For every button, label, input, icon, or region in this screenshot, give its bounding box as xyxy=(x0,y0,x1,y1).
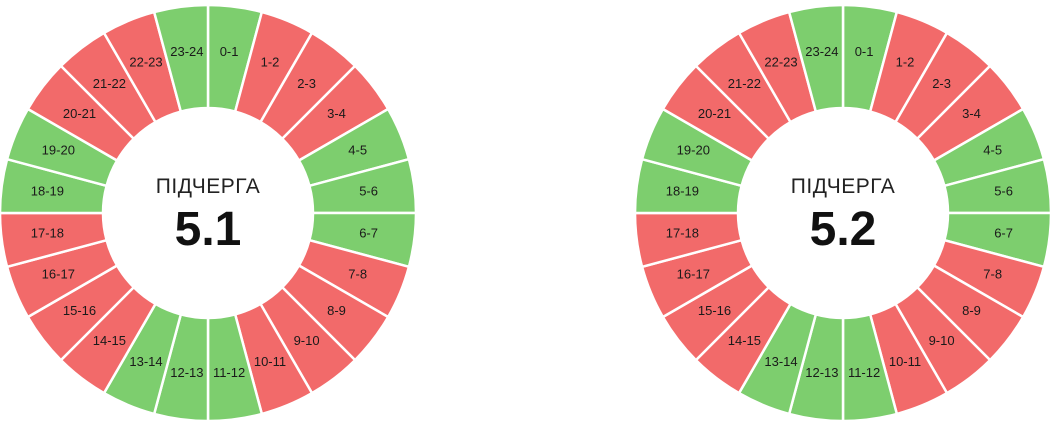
hour-label: 12-13 xyxy=(805,365,838,380)
hour-label: 19-20 xyxy=(42,142,75,157)
hour-label: 14-15 xyxy=(93,333,126,348)
wheel-number: 5.1 xyxy=(175,203,242,256)
hour-label: 16-17 xyxy=(677,266,710,281)
hour-label: 19-20 xyxy=(677,142,710,157)
hour-label: 11-12 xyxy=(848,365,880,380)
hour-label: 22-23 xyxy=(764,55,797,70)
hour-segment-23-24 xyxy=(152,3,210,114)
wheel-svg: 0-1 1-2 2-3 3-4 4-5 5-6 6-7 7-8 8-9 9-10 10-11 11-1… xyxy=(0,3,418,423)
hour-label: 16-17 xyxy=(42,266,75,281)
hour-label: 4-5 xyxy=(348,142,367,157)
hour-label: 13-14 xyxy=(764,354,797,369)
hour-label: 10-11 xyxy=(889,354,921,369)
hour-label: 20-21 xyxy=(698,106,731,121)
hour-label: 18-19 xyxy=(31,183,64,198)
hour-label: 17-18 xyxy=(666,226,699,241)
hour-label: 1-2 xyxy=(896,55,915,70)
queue-wheel-5-2: 0-1 1-2 2-3 3-4 4-5 5-6 6-7 7-8 8-9 9-10 10-11 11-1… xyxy=(635,0,1050,426)
hour-label: 9-10 xyxy=(294,333,320,348)
hour-label: 6-7 xyxy=(994,226,1013,241)
hour-label: 0-1 xyxy=(220,44,239,59)
hour-label: 1-2 xyxy=(261,55,280,70)
hour-label: 7-8 xyxy=(983,266,1002,281)
hour-label: 8-9 xyxy=(962,303,981,318)
hour-label: 18-19 xyxy=(666,183,699,198)
hour-label: 23-24 xyxy=(805,44,838,59)
hour-segments: 0-1 1-2 2-3 3-4 4-5 5-6 6-7 7-8 8-9 9-10 10-11 11-1… xyxy=(635,3,1050,423)
queue-wheel-5-1: 0-1 1-2 2-3 3-4 4-5 5-6 6-7 7-8 8-9 9-10 10-11 11-1… xyxy=(0,0,426,426)
wheel-caption: ПІДЧЕРГА xyxy=(791,175,895,198)
hour-label: 14-15 xyxy=(728,333,761,348)
hour-label: 21-22 xyxy=(93,76,126,91)
hour-label: 3-4 xyxy=(327,106,346,121)
hour-label: 3-4 xyxy=(962,106,981,121)
wheel-caption: ПІДЧЕРГА xyxy=(156,175,260,198)
hour-label: 20-21 xyxy=(63,106,96,121)
hour-label: 0-1 xyxy=(855,44,874,59)
hour-label: 5-6 xyxy=(359,183,378,198)
hour-label: 2-3 xyxy=(297,76,316,91)
hour-segment-23-24 xyxy=(787,3,845,114)
wheel-svg: 0-1 1-2 2-3 3-4 4-5 5-6 6-7 7-8 8-9 9-10 10-11 11-1… xyxy=(635,3,1050,423)
wheel-number: 5.2 xyxy=(810,203,877,256)
hour-label: 15-16 xyxy=(63,303,96,318)
hour-label: 2-3 xyxy=(932,76,951,91)
hour-label: 9-10 xyxy=(929,333,955,348)
hour-label: 21-22 xyxy=(728,76,761,91)
hour-label: 5-6 xyxy=(994,183,1013,198)
hour-label: 10-11 xyxy=(254,354,286,369)
hour-label: 8-9 xyxy=(327,303,346,318)
hour-label: 6-7 xyxy=(359,226,378,241)
hour-label: 13-14 xyxy=(129,354,162,369)
hour-label: 4-5 xyxy=(983,142,1002,157)
hour-label: 15-16 xyxy=(698,303,731,318)
hour-label: 12-13 xyxy=(170,365,203,380)
hour-segments: 0-1 1-2 2-3 3-4 4-5 5-6 6-7 7-8 8-9 9-10 10-11 11-1… xyxy=(0,3,418,423)
hour-label: 17-18 xyxy=(31,226,64,241)
hour-label: 7-8 xyxy=(348,266,367,281)
hour-label: 22-23 xyxy=(129,55,162,70)
hour-label: 23-24 xyxy=(170,44,203,59)
hour-label: 11-12 xyxy=(213,365,245,380)
